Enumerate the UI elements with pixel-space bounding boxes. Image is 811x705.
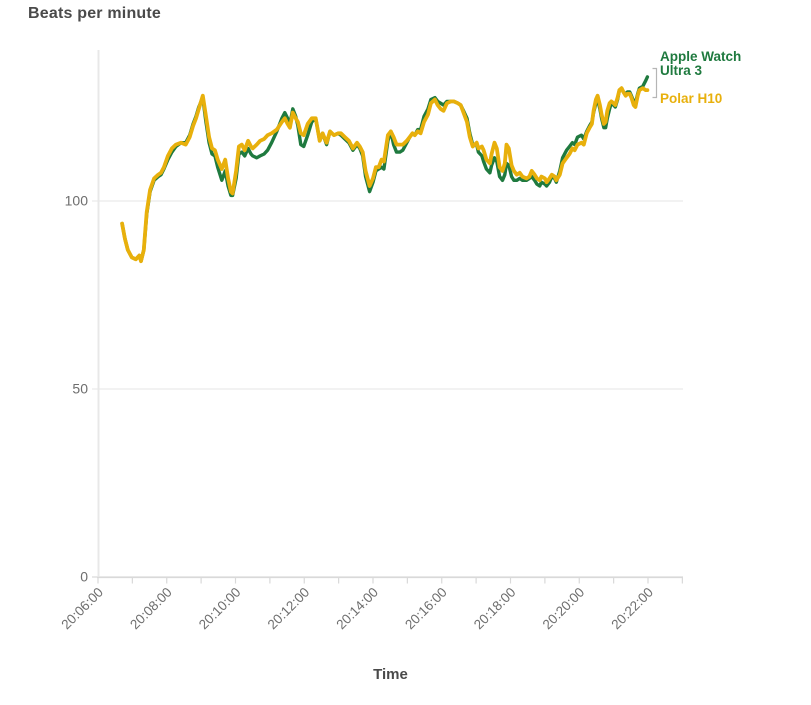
x-tick-label: 20:20:00 — [540, 585, 588, 633]
chart-title: Beats per minute — [28, 5, 162, 22]
legend-bracket — [652, 67, 658, 99]
legend-apple-watch-label: Apple Watch Ultra 3 — [660, 49, 742, 78]
x-tick-label: 20:18:00 — [471, 585, 519, 633]
x-tick-label: 20:06:00 — [58, 585, 106, 633]
x-axis-title: Time — [373, 666, 408, 683]
x-tick-label: 20:08:00 — [127, 585, 175, 633]
y-tick-label: 0 — [80, 569, 88, 585]
legend-polar-label: Polar H10 — [660, 91, 723, 106]
x-tick-label: 20:12:00 — [265, 585, 313, 633]
x-tick-label: 20:16:00 — [402, 585, 450, 633]
polar-h10-line — [120, 86, 650, 264]
y-tick-label: 50 — [72, 381, 88, 397]
x-tick-label: 20:10:00 — [196, 585, 244, 633]
y-tick-label: 100 — [65, 193, 89, 209]
x-tick-label: 20:22:00 — [608, 585, 656, 633]
x-tick-label: 20:14:00 — [333, 585, 381, 633]
